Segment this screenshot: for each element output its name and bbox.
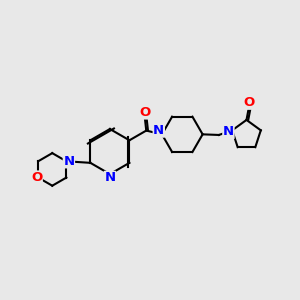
Text: O: O — [139, 106, 150, 119]
Text: N: N — [153, 124, 164, 137]
Text: N: N — [104, 171, 116, 184]
Text: O: O — [31, 171, 42, 184]
Text: N: N — [223, 125, 234, 138]
Text: N: N — [63, 155, 74, 168]
Text: O: O — [243, 96, 255, 109]
